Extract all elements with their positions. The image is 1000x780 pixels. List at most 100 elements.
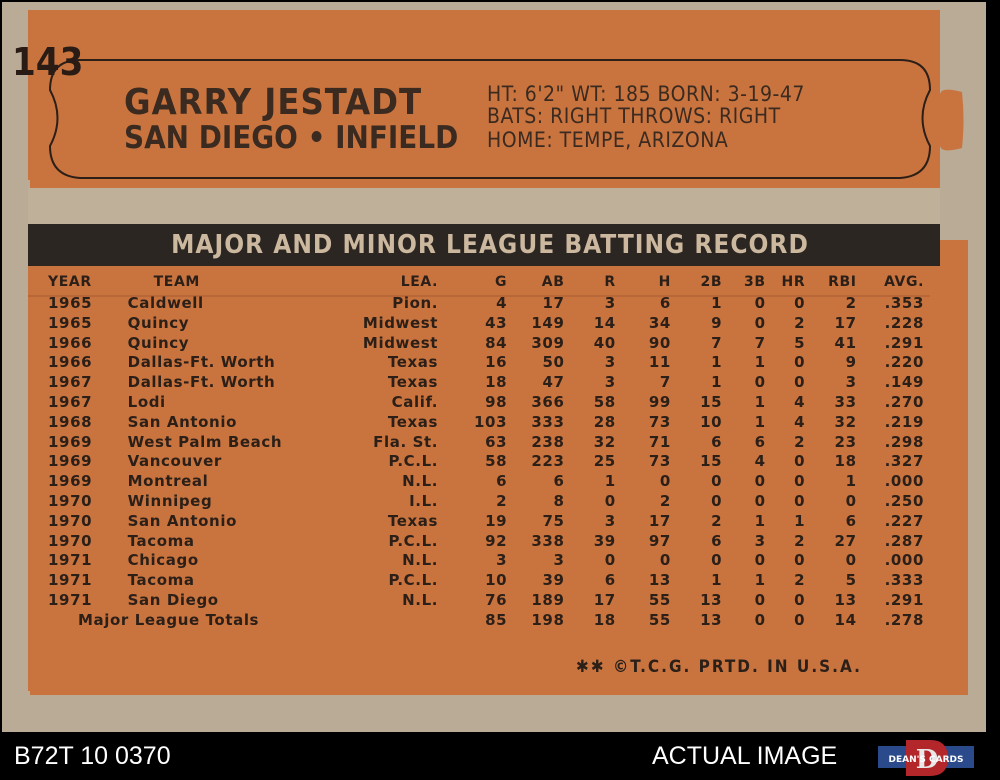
cell-g: 63	[485, 432, 508, 451]
cell-rbi: 0	[845, 551, 857, 570]
cell-2b: 10	[700, 412, 723, 431]
cell-2b: 1	[711, 353, 723, 372]
cell-r: 32	[593, 432, 616, 451]
cell-rbi: 13	[834, 590, 857, 609]
cell-hr: 2	[794, 571, 806, 590]
header-year: YEAR	[48, 274, 92, 290]
cell-h: 6	[659, 294, 671, 312]
cell-r: 28	[593, 412, 616, 431]
cell-g: 10	[485, 571, 508, 590]
cell-lea: Texas	[387, 412, 439, 431]
cell-ab: 50	[542, 353, 565, 372]
cell-team: Lodi	[127, 392, 166, 411]
cell-2b: 13	[700, 590, 723, 609]
cell-r: 14	[593, 313, 616, 332]
cell-rbi: 0	[845, 491, 857, 510]
cell-r: 3	[604, 353, 616, 372]
table-row: 1969 Montreal N.L. 6 6 1 0 0 0 0 1 .000	[48, 472, 924, 492]
cell-hr: 0	[794, 491, 806, 510]
cell-lea: Texas	[387, 353, 439, 372]
cell-g: 16	[485, 353, 508, 372]
cell-team: Vancouver	[127, 452, 222, 471]
cell-rbi: 17	[834, 313, 857, 332]
header-home-runs: HR	[781, 274, 806, 290]
cell-lea: I.L.	[409, 491, 439, 510]
cell-rbi: 6	[845, 511, 857, 530]
header-hits: H	[658, 274, 671, 290]
table-row: 1971 Chicago N.L. 3 3 0 0 0 0 0 0 .000	[48, 551, 924, 571]
stats-panel	[28, 266, 940, 691]
cell-lea: Fla. St.	[373, 432, 439, 451]
table-row: 1971 Tacoma P.C.L. 10 39 6 13 1 1 2 5 .333	[48, 571, 924, 591]
cell-year: 1970	[48, 511, 93, 530]
cell-avg: .000	[884, 472, 924, 491]
totals-rbi: 14	[834, 610, 857, 629]
cell-h: 11	[648, 353, 671, 372]
cell-year: 1967	[48, 373, 93, 392]
cell-h: 71	[648, 432, 671, 451]
totals-h: 55	[648, 610, 671, 629]
cell-rbi: 41	[834, 333, 857, 352]
header-average: AVG.	[884, 274, 924, 290]
cell-r: 0	[604, 551, 616, 570]
table-row: 1969 Vancouver P.C.L. 58 223 25 73 15 4 0 18 .327	[48, 452, 924, 472]
cell-rbi: 9	[845, 353, 857, 372]
cell-3b: 0	[754, 294, 766, 312]
totals-ab: 198	[531, 610, 565, 629]
cell-2b: 15	[700, 392, 723, 411]
cell-team: San Antonio	[127, 412, 237, 431]
cell-ab: 3	[553, 551, 565, 570]
bio-bats-throws: BATS: RIGHT THROWS: RIGHT	[487, 104, 781, 128]
cell-avg: .149	[884, 373, 924, 392]
cell-avg: .298	[884, 432, 924, 451]
cell-r: 3	[604, 373, 616, 392]
totals-3b: 0	[754, 610, 766, 629]
cell-avg: .327	[884, 452, 924, 471]
cell-3b: 0	[754, 373, 766, 392]
cell-team: Montreal	[127, 472, 209, 491]
cell-g: 4	[496, 294, 508, 312]
totals-r: 18	[593, 610, 616, 629]
cell-avg: .287	[884, 531, 924, 550]
cell-rbi: 18	[834, 452, 857, 471]
cell-team: Dallas-Ft. Worth	[127, 373, 276, 392]
cell-ab: 75	[542, 511, 565, 530]
cell-h: 73	[648, 452, 671, 471]
team-position: SAN DIEGO • INFIELD	[124, 120, 459, 156]
cell-lea: Calif.	[391, 392, 439, 411]
cell-year: 1965	[48, 313, 93, 332]
copyright-footer: ✱✱ ©T.C.G. PRTD. IN U.S.A.	[576, 657, 862, 677]
deans-cards-logo: D DEAN'S CARDS	[878, 740, 974, 776]
cell-2b: 15	[700, 452, 723, 471]
cell-g: 6	[496, 472, 508, 491]
cell-3b: 1	[754, 392, 766, 411]
cell-h: 13	[648, 571, 671, 590]
table-row: 1968 San Antonio Texas 103 333 28 73 10 1 4 32 .219	[48, 413, 924, 433]
actual-image-label: ACTUAL IMAGE	[652, 742, 838, 770]
cell-h: 2	[659, 491, 671, 510]
table-row: 1966 Quincy Midwest 84 309 40 90 7 7 5 41 .291	[48, 334, 924, 354]
table-row: 1971 San Diego N.L. 76 189 17 55 13 0 0 13 .291	[48, 591, 924, 611]
cell-h: 97	[648, 531, 671, 550]
cell-2b: 6	[711, 531, 723, 550]
cell-avg: .227	[884, 511, 924, 530]
cell-team: Dallas-Ft. Worth	[127, 353, 276, 372]
cell-lea: Texas	[387, 511, 439, 530]
cell-team: Tacoma	[127, 531, 195, 550]
table-row: 1967 Dallas-Ft. Worth Texas 18 47 3 7 1 0 0 3 .149	[48, 373, 924, 393]
cell-h: 34	[648, 313, 671, 332]
cell-team: Quincy	[127, 313, 190, 332]
totals-label: Major League Totals	[78, 610, 260, 629]
cell-ab: 223	[531, 452, 565, 471]
cell-hr: 0	[794, 551, 806, 570]
cell-h: 99	[648, 392, 671, 411]
cell-year: 1966	[48, 353, 93, 372]
banner-bar	[28, 224, 940, 266]
cell-year: 1970	[48, 531, 93, 550]
cell-g: 3	[496, 551, 508, 570]
cell-r: 6	[604, 571, 616, 590]
cell-hr: 2	[794, 432, 806, 451]
cell-3b: 1	[754, 571, 766, 590]
totals-g: 85	[485, 610, 508, 629]
cell-hr: 5	[794, 333, 806, 352]
